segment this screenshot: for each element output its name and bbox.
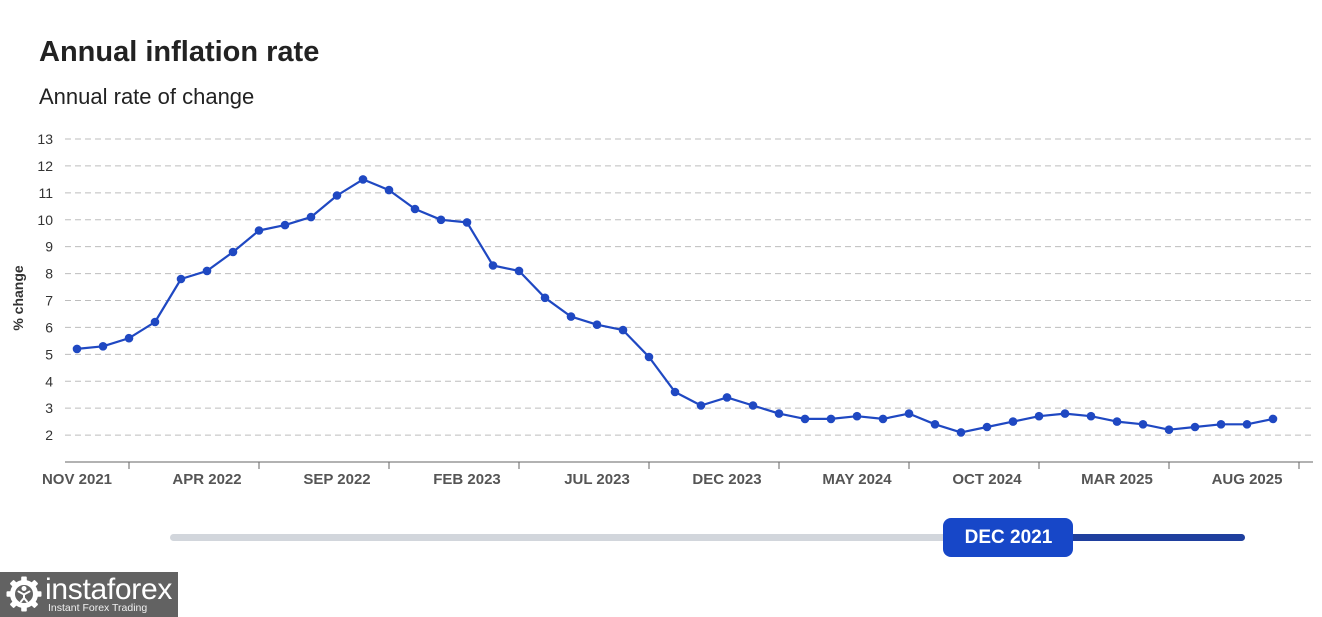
- slider-handle[interactable]: DEC 2021: [943, 518, 1074, 557]
- chart-subtitle: Annual rate of change: [39, 84, 255, 109]
- y-axis-title: % change: [10, 265, 26, 331]
- time-range-slider[interactable]: DEC 2021: [170, 518, 1245, 557]
- data-point[interactable]: [982, 422, 992, 432]
- gridlines: [65, 138, 1313, 436]
- slider-track[interactable]: [170, 534, 1245, 541]
- instaforex-logo: instaforex Instant Forex Trading: [0, 572, 178, 617]
- logo-tagline: Instant Forex Trading: [48, 602, 148, 614]
- data-point[interactable]: [670, 387, 680, 397]
- line-chart: 2 3 4 5 6 7 8 9 10 11 12 13 % change NOV 2021 APR 20…: [10, 131, 1313, 488]
- data-point[interactable]: [462, 218, 472, 227]
- data-point[interactable]: [1008, 417, 1018, 426]
- data-point[interactable]: [592, 320, 602, 330]
- data-point[interactable]: [202, 266, 212, 276]
- y-tick-label: 5: [45, 346, 53, 362]
- y-tick-label: 7: [45, 293, 53, 309]
- x-tick-label: APR 2022: [172, 471, 241, 488]
- x-tick-label: FEB 2023: [433, 471, 501, 488]
- slider-fill: [1008, 534, 1245, 541]
- y-tick-label: 8: [45, 266, 53, 282]
- data-point[interactable]: [618, 325, 628, 335]
- data-point[interactable]: [254, 226, 264, 235]
- data-point[interactable]: [410, 204, 420, 214]
- data-point[interactable]: [176, 274, 186, 284]
- data-point[interactable]: [540, 293, 550, 303]
- data-point[interactable]: [1060, 409, 1070, 418]
- x-tick-label: OCT 2024: [952, 471, 1022, 488]
- y-tick-label: 11: [38, 185, 53, 201]
- data-point[interactable]: [1086, 411, 1096, 421]
- y-tick-label: 9: [45, 239, 53, 255]
- data-point[interactable]: [644, 352, 654, 362]
- data-point[interactable]: [930, 420, 940, 429]
- data-point[interactable]: [98, 342, 108, 351]
- x-tick-label: JUL 2023: [564, 471, 630, 488]
- x-tick-label: AUG 2025: [1212, 471, 1283, 488]
- data-point[interactable]: [722, 393, 732, 402]
- data-point[interactable]: [878, 414, 888, 424]
- data-point[interactable]: [1034, 411, 1044, 421]
- data-point[interactable]: [514, 266, 524, 276]
- data-points: [72, 175, 1278, 437]
- data-point[interactable]: [1268, 414, 1278, 424]
- data-point[interactable]: [852, 411, 862, 421]
- data-point[interactable]: [748, 401, 758, 410]
- y-tick-label: 12: [37, 158, 53, 174]
- data-point[interactable]: [436, 215, 446, 225]
- slider-handle-label: DEC 2021: [964, 526, 1053, 548]
- data-point[interactable]: [72, 344, 82, 354]
- data-point[interactable]: [956, 428, 966, 437]
- data-point[interactable]: [800, 414, 810, 424]
- y-tick-label: 6: [45, 319, 53, 335]
- logo-name: instaforex: [45, 573, 173, 606]
- data-point[interactable]: [1164, 425, 1174, 435]
- y-tick-label: 4: [45, 373, 53, 389]
- gear-figure-icon: [6, 576, 42, 612]
- x-tick-label: SEP 2022: [303, 471, 370, 488]
- data-point[interactable]: [306, 212, 316, 222]
- data-point[interactable]: [1242, 420, 1252, 429]
- data-point[interactable]: [358, 175, 368, 184]
- data-point[interactable]: [904, 409, 914, 418]
- data-point[interactable]: [1216, 420, 1226, 429]
- data-point[interactable]: [566, 312, 576, 321]
- data-point[interactable]: [150, 317, 160, 327]
- data-point[interactable]: [384, 185, 394, 195]
- x-axis-labels: NOV 2021 APR 2022 SEP 2022 FEB 2023 JUL 2023…: [42, 471, 1282, 488]
- data-point[interactable]: [1112, 417, 1122, 426]
- x-tick-label: DEC 2023: [692, 471, 761, 488]
- data-point[interactable]: [280, 220, 290, 230]
- data-point[interactable]: [826, 414, 836, 424]
- y-axis-labels: 2 3 4 5 6 7 8 9 10 11 12 13: [37, 131, 53, 443]
- y-tick-label: 13: [37, 131, 53, 147]
- x-tick-label: MAR 2025: [1081, 471, 1153, 488]
- data-point[interactable]: [332, 191, 342, 200]
- data-point[interactable]: [1138, 420, 1148, 429]
- y-tick-label: 2: [45, 427, 53, 443]
- x-tick-label: NOV 2021: [42, 471, 112, 488]
- x-axis-tick-marks: [128, 462, 1300, 469]
- x-tick-label: MAY 2024: [822, 471, 892, 488]
- y-tick-label: 10: [37, 212, 53, 228]
- data-point[interactable]: [488, 261, 498, 270]
- chart-title: Annual inflation rate: [39, 36, 320, 68]
- data-point[interactable]: [696, 401, 706, 410]
- data-point[interactable]: [1190, 422, 1200, 432]
- y-tick-label: 3: [45, 400, 53, 416]
- data-point[interactable]: [774, 409, 784, 418]
- data-point[interactable]: [228, 247, 238, 257]
- data-point[interactable]: [124, 333, 134, 343]
